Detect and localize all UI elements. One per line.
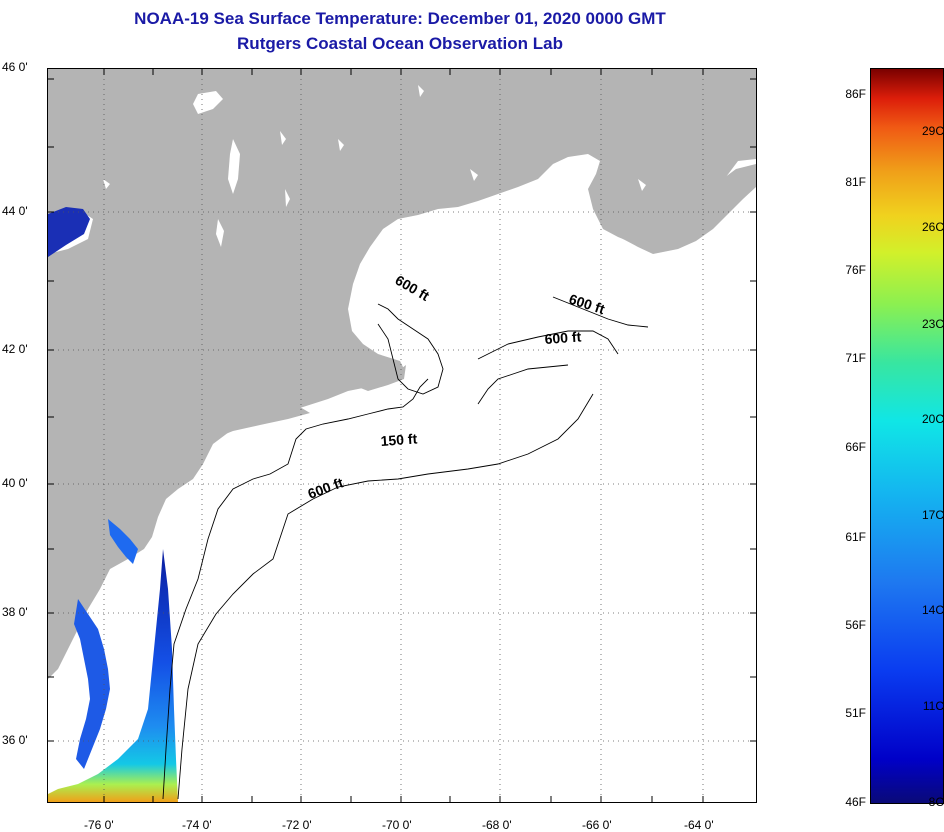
colorbar-label-8c: 8C (928, 795, 944, 809)
lat-label-36: 36 0' (2, 733, 28, 747)
lat-label-44: 44 0' (2, 204, 28, 218)
lon-label-64: -64 0' (684, 818, 714, 832)
colorbar-label-51f: 51F (845, 706, 866, 720)
colorbar-label-11c: 11C (922, 699, 944, 713)
lat-lon-grid (48, 69, 756, 802)
bathymetry-contours (162, 296, 649, 800)
land-long-island (200, 407, 310, 439)
colorbar-label-26c: 26C (921, 220, 944, 234)
sst-lake-ontario (48, 207, 90, 257)
lon-label-70: -70 0' (382, 818, 412, 832)
map-subtitle: Rutgers Coastal Ocean Observation Lab (237, 34, 563, 53)
sst-offshore-patch (48, 549, 178, 802)
colorbar-label-14c: 14C (921, 603, 944, 617)
lon-label-72: -72 0' (282, 818, 312, 832)
colorbar-label-76f: 76F (845, 263, 866, 277)
land-nova-scotia (603, 164, 756, 254)
colorbar-label-66f: 66F (845, 440, 866, 454)
colorbar-label-56f: 56F (845, 618, 866, 632)
colorbar-label-29c: 29C (921, 124, 944, 138)
lon-label-74: -74 0' (182, 818, 212, 832)
contour-label-600ft-gom: 600 ft (393, 272, 433, 304)
contour-label-150ft: 150 ft (380, 430, 418, 449)
land-mainland (48, 69, 756, 679)
colorbar-label-46f: 46F (845, 795, 866, 809)
colorbar-label-17c: 17C (921, 508, 944, 522)
sst-map: 600 ft 600 ft 600 ft 150 ft 600 ft (47, 68, 757, 803)
land-cape-cod (358, 365, 406, 391)
lat-label-46: 46 0' (2, 60, 28, 74)
colorbar-label-71f: 71F (845, 351, 866, 365)
colorbar-label-81f: 81F (845, 175, 866, 189)
contour-label-600ft-shelf: 600 ft (306, 474, 346, 502)
lat-label-40: 40 0' (2, 476, 28, 490)
lat-label-38: 38 0' (2, 605, 28, 619)
lon-label-76: -76 0' (84, 818, 114, 832)
axis-ticks (48, 69, 756, 802)
lon-label-68: -68 0' (482, 818, 512, 832)
colorbar (870, 68, 944, 804)
colorbar-label-86f: 86F (845, 87, 866, 101)
sst-chesapeake-bay (74, 599, 110, 769)
sst-delaware-bay (108, 519, 138, 564)
map-canvas: 600 ft 600 ft 600 ft 150 ft 600 ft (48, 69, 756, 802)
map-title: NOAA-19 Sea Surface Temperature: Decembe… (134, 9, 666, 28)
colorbar-label-20c: 20C (921, 412, 944, 426)
colorbar-label-61f: 61F (845, 530, 866, 544)
lon-label-66: -66 0' (582, 818, 612, 832)
lat-label-42: 42 0' (2, 342, 28, 356)
colorbar-label-23c: 23C (921, 317, 944, 331)
contour-label-600ft-georges: 600 ft (544, 328, 582, 347)
